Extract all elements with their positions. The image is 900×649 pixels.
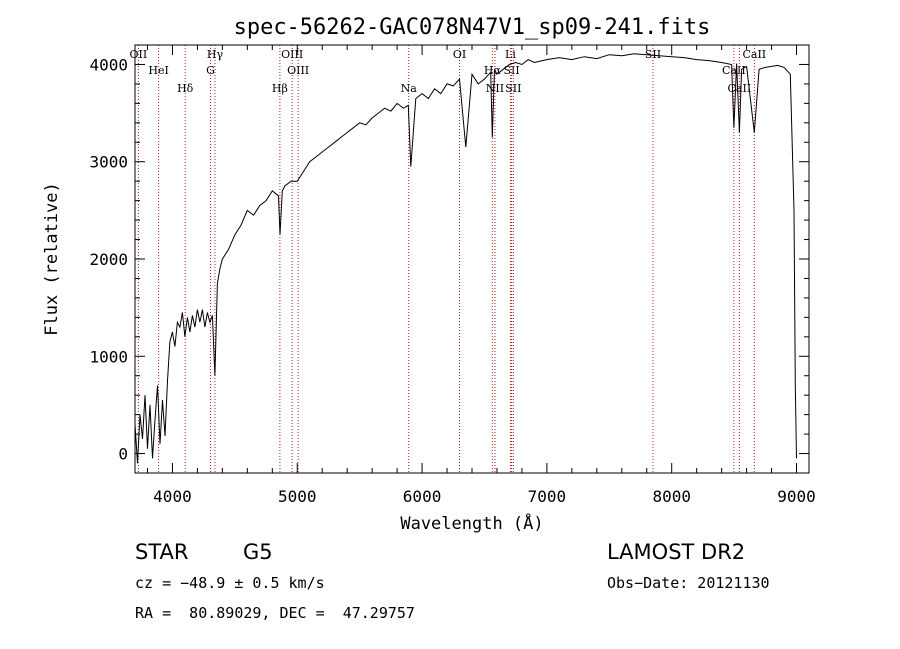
line-marker-label: OIII	[287, 64, 309, 77]
line-marker-label: Hα	[484, 64, 502, 77]
line-marker-label: OI	[453, 48, 466, 61]
line-marker-label: CaII	[742, 48, 766, 61]
plot-frame	[134, 44, 810, 474]
line-marker-label: CaII	[722, 64, 746, 77]
line-marker-label: OII	[130, 48, 148, 61]
spectrum-line	[134, 53, 797, 464]
line-marker-label: SII	[503, 64, 519, 77]
line-marker-label: OIII	[281, 48, 303, 61]
x-tick-label: 9000	[777, 487, 816, 506]
object-subclass: G5	[243, 540, 273, 564]
survey-name: LAMOST DR2	[607, 540, 746, 564]
line-marker-label: Li	[505, 48, 516, 61]
observation-date: Obs−Date: 20121130	[607, 574, 770, 592]
y-tick-label: 4000	[89, 55, 128, 74]
y-tick-label: 1000	[89, 347, 128, 366]
x-tick-label: 6000	[403, 487, 442, 506]
y-tick-label: 3000	[89, 153, 128, 172]
line-marker-label: CaII	[728, 82, 752, 95]
line-marker-label: SII	[645, 48, 661, 61]
x-tick-label: 8000	[652, 487, 691, 506]
y-axis-label: Flux (relative)	[42, 182, 62, 336]
x-axis-label: Wavelength (Å)	[400, 512, 543, 534]
line-marker-label: Hγ	[207, 48, 224, 61]
y-tick-label: 0	[118, 445, 128, 464]
chart-title: spec-56262-GAC078N47V1_sp09-241.fits	[234, 15, 711, 40]
x-tick-label: 4000	[153, 487, 192, 506]
x-axis: 4000 5000 6000 7000 8000 9000	[146, 45, 816, 506]
x-tick-label: 5000	[278, 487, 317, 506]
line-marker-label: NII	[486, 82, 504, 95]
coordinates: RA = 80.89029, DEC = 47.29757	[135, 604, 415, 622]
line-marker-label: G	[206, 64, 215, 77]
line-marker-label: HeI	[148, 64, 168, 77]
line-marker-label: SII	[505, 82, 521, 95]
x-tick-label: 7000	[528, 487, 567, 506]
redshift-velocity: cz = −48.9 ± 0.5 km/s	[135, 574, 325, 592]
line-marker-label: Na	[401, 82, 418, 95]
line-marker-label: Hδ	[177, 82, 194, 95]
y-axis: 0 1000 2000 3000 4000	[89, 44, 809, 474]
object-class: STAR	[135, 540, 189, 564]
line-marker-label: Hβ	[272, 82, 288, 95]
y-tick-label: 2000	[89, 250, 128, 269]
